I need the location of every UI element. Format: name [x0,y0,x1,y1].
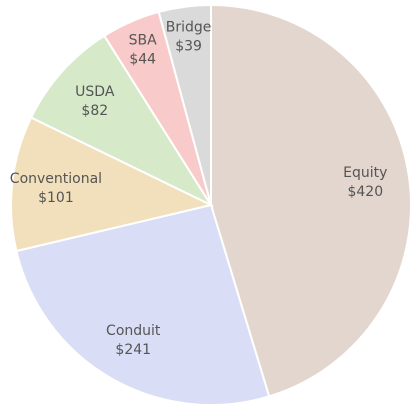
pie-slice [157,3,212,206]
slice-label: Conventional [10,171,102,187]
slice-value: $101 [38,190,74,206]
slice-label: Equity [343,165,387,181]
slice-label: Bridge [166,19,212,35]
pie-slice [10,116,214,253]
pie-slice [210,3,413,398]
slice-value: $44 [129,51,156,67]
slice-label: USDA [75,84,115,100]
slice-value: $82 [81,103,108,119]
slice-value: $420 [347,184,383,200]
slice-value: $241 [115,342,151,358]
pie-slice [15,203,271,406]
slice-label: Conduit [106,323,161,339]
slice-label: SBA [129,32,157,48]
pie-slice [29,34,214,208]
slice-value: $39 [175,38,202,54]
